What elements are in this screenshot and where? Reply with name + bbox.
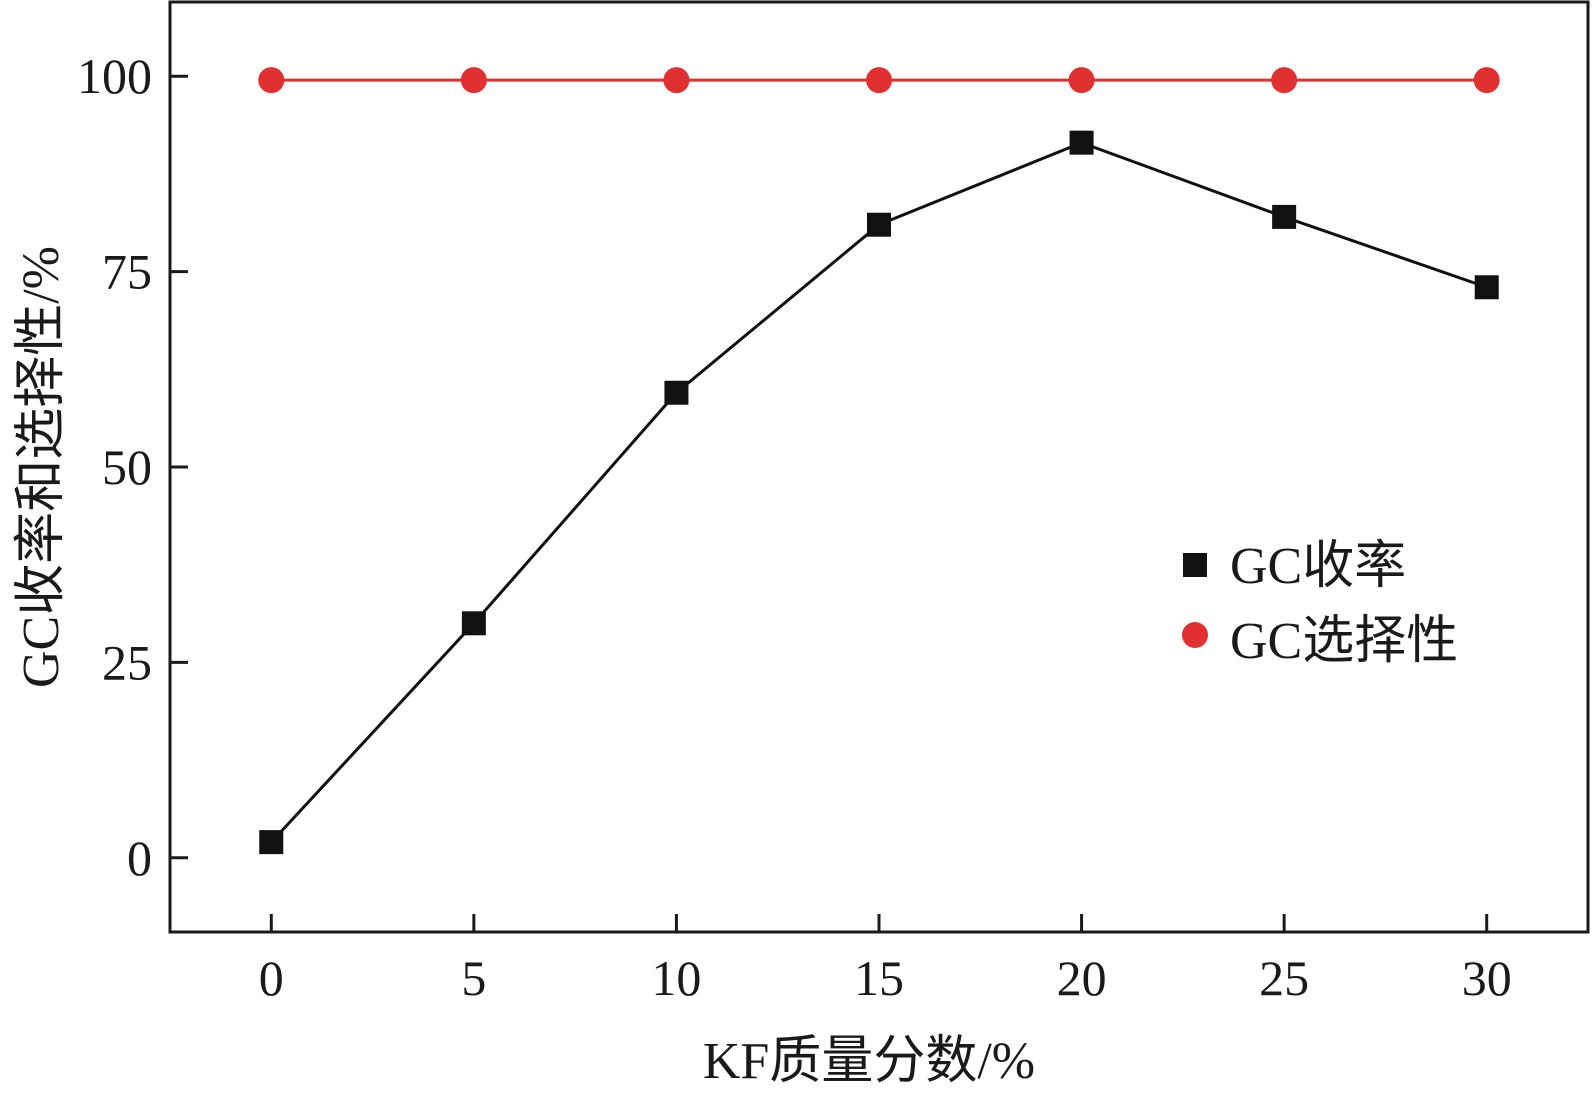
x-tick-label: 15 [854, 950, 904, 1006]
series-marks [258, 67, 1500, 855]
data-point-selectivity [1068, 67, 1095, 94]
legend-label-gc-selectivity: GC选择性 [1230, 613, 1458, 670]
data-point-selectivity [1271, 67, 1298, 94]
y-tick-label: 25 [102, 634, 152, 690]
legend-marker-gc-selectivity [1182, 622, 1208, 648]
series-line-0 [270, 141, 1488, 844]
y-tick-label: 0 [127, 830, 152, 886]
data-point-yield [1069, 130, 1094, 155]
plot-frame [168, 0, 1590, 934]
data-point-yield [1474, 275, 1499, 300]
data-point-yield [461, 611, 486, 636]
data-point-yield [259, 830, 284, 855]
data-point-selectivity [258, 67, 285, 94]
data-point-yield [867, 212, 891, 237]
data-point-yield [1272, 204, 1297, 229]
y-tick-label: 50 [102, 439, 152, 495]
y-tick-label: 75 [102, 244, 152, 300]
legend: GC收率 GC选择性 [1182, 538, 1458, 670]
x-tick-label: 0 [259, 950, 284, 1006]
x-tick-label: 10 [651, 950, 701, 1006]
ticks: 0 5 10 15 20 25 30 0 25 50 75 100 [77, 48, 1512, 1006]
data-point-selectivity [866, 67, 892, 94]
y-axis-title: GC收率和选择性/% [13, 246, 70, 688]
x-tick-label: 25 [1259, 950, 1309, 1006]
data-point-yield [664, 380, 689, 405]
legend-label-gc-yield: GC收率 [1230, 538, 1406, 595]
data-point-selectivity [663, 67, 690, 94]
legend-marker-gc-yield [1183, 553, 1207, 577]
series-lines [270, 78, 1488, 844]
x-axis-title: KF质量分数/% [703, 1033, 1035, 1090]
data-point-selectivity [1473, 67, 1500, 94]
data-point-selectivity [460, 67, 487, 94]
x-tick-label: 20 [1057, 950, 1107, 1006]
x-tick-label: 5 [461, 950, 486, 1006]
x-tick-label: 30 [1462, 950, 1512, 1006]
y-tick-label: 100 [77, 48, 152, 104]
